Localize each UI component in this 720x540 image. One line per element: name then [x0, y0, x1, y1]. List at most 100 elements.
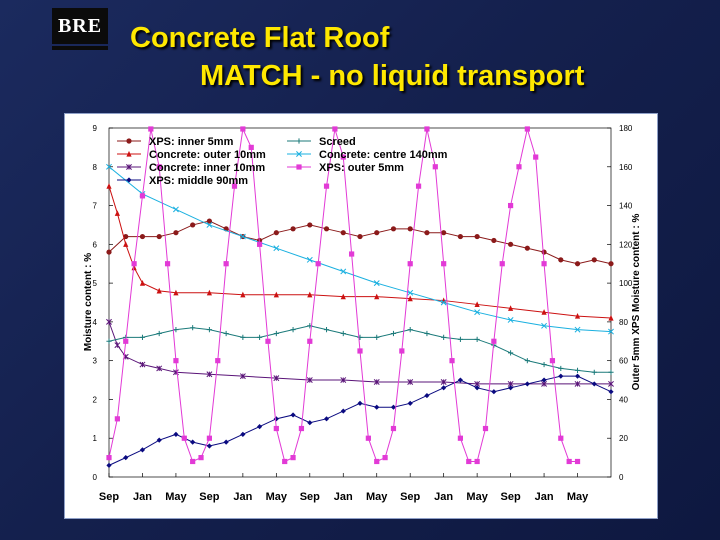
- data-point: [357, 400, 363, 406]
- data-point: [126, 150, 132, 157]
- series-6: [106, 126, 581, 465]
- data-point: [172, 206, 179, 213]
- data-point: [340, 230, 346, 236]
- x-tick-label: May: [366, 491, 388, 503]
- data-point: [123, 338, 129, 344]
- data-point: [407, 295, 413, 302]
- legend-label: XPS: inner 5mm: [149, 136, 234, 148]
- data-point: [608, 314, 614, 321]
- legend-label: Screed: [319, 136, 356, 148]
- logo-underline: [52, 46, 108, 50]
- data-point: [424, 126, 430, 132]
- y2-tick-label: 120: [619, 240, 633, 249]
- data-point: [315, 261, 321, 267]
- data-point: [240, 291, 246, 298]
- x-tick-label: Jan: [133, 491, 152, 503]
- data-point: [558, 435, 564, 441]
- data-point: [591, 257, 597, 263]
- data-point: [608, 328, 614, 335]
- data-point: [491, 389, 497, 395]
- data-point: [123, 455, 129, 461]
- data-point: [474, 458, 480, 465]
- x-tick-label: Jan: [434, 491, 453, 503]
- data-point: [432, 164, 438, 170]
- data-point: [239, 373, 246, 380]
- chart-axes: 0 1 2 3 4 5 6 7 8 9 0 20 40 60 80 100 120 140 160 180 Sep Jan…: [93, 124, 633, 503]
- data-point: [173, 289, 179, 296]
- data-point: [390, 330, 397, 337]
- y2-tick-label: 80: [619, 318, 628, 327]
- data-point: [114, 210, 120, 216]
- data-point: [139, 447, 146, 453]
- data-point: [441, 230, 447, 236]
- data-point: [340, 293, 346, 300]
- legend-entry: Concrete: outer 10mm: [117, 149, 266, 161]
- series-1: [106, 183, 614, 321]
- data-point: [126, 177, 132, 183]
- series-5: [106, 163, 614, 335]
- series-line: [108, 166, 612, 333]
- data-point: [474, 309, 481, 316]
- data-point: [340, 268, 347, 275]
- data-point: [474, 233, 480, 240]
- legend-entry: XPS: outer 5mm: [287, 162, 404, 174]
- legend-label: XPS: outer 5mm: [319, 162, 404, 174]
- data-point: [181, 435, 187, 441]
- data-point: [123, 241, 129, 247]
- data-point: [156, 437, 162, 443]
- data-point: [558, 257, 564, 263]
- y2-tick-label: 100: [619, 279, 633, 288]
- data-point: [608, 389, 614, 395]
- data-point: [407, 379, 414, 385]
- data-point: [357, 348, 363, 354]
- data-point: [374, 230, 380, 236]
- legend-entry: XPS: middle 90mm: [117, 175, 248, 187]
- data-point: [415, 183, 422, 189]
- data-point: [240, 334, 246, 340]
- x-tick-label: May: [466, 491, 488, 503]
- data-point: [273, 245, 280, 252]
- y-axis-label: Moisture content : %: [83, 253, 94, 351]
- data-point: [307, 291, 313, 298]
- data-point: [516, 164, 522, 170]
- data-point: [374, 334, 380, 340]
- data-point: [491, 237, 497, 244]
- data-point: [131, 261, 137, 267]
- data-point: [290, 455, 296, 461]
- data-point: [106, 318, 112, 325]
- data-point: [106, 249, 112, 255]
- data-point: [574, 312, 581, 319]
- data-point: [340, 154, 346, 160]
- x-tick-label: Jan: [334, 491, 353, 503]
- data-point: [323, 416, 330, 422]
- data-point: [407, 289, 414, 296]
- legend-label: Concrete: centre 140mm: [319, 149, 448, 161]
- series-3: [106, 373, 614, 468]
- chart-legend: XPS: inner 5mm Screed Concrete: outer 10mm…: [117, 136, 448, 187]
- data-point: [566, 458, 572, 465]
- data-point: [365, 435, 371, 441]
- data-point: [257, 423, 263, 430]
- data-point: [340, 408, 346, 414]
- data-point: [240, 126, 246, 132]
- data-point: [106, 462, 112, 468]
- data-point: [273, 230, 279, 236]
- data-point: [382, 455, 388, 461]
- data-point: [390, 404, 397, 410]
- data-point: [106, 183, 112, 189]
- data-point: [139, 361, 146, 368]
- data-point: [206, 443, 212, 449]
- data-point: [407, 400, 413, 406]
- data-point: [296, 151, 302, 157]
- data-point: [323, 183, 330, 189]
- legend-label: Concrete: inner 10mm: [149, 162, 265, 174]
- data-point: [323, 226, 330, 232]
- data-point: [373, 280, 380, 287]
- data-point: [457, 377, 463, 383]
- data-point: [457, 233, 463, 240]
- data-point: [508, 385, 514, 391]
- legend-label: Concrete: outer 10mm: [149, 149, 266, 161]
- data-point: [173, 230, 179, 236]
- data-point: [357, 334, 363, 340]
- data-point: [190, 222, 196, 228]
